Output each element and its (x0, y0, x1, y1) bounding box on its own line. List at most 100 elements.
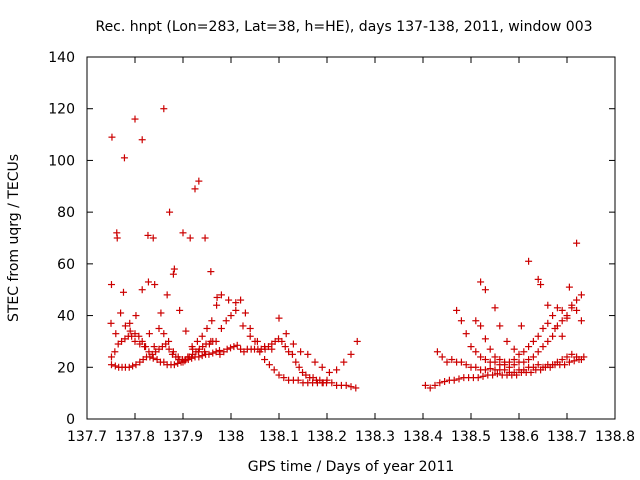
data-point (491, 304, 499, 312)
data-point (457, 358, 465, 366)
data-point (198, 332, 206, 340)
data-point (207, 337, 215, 345)
x-tick-label: 138.5 (451, 429, 491, 445)
data-point (232, 306, 240, 314)
data-point (225, 296, 233, 304)
data-point (311, 358, 319, 366)
data-point (217, 325, 225, 332)
data-point (126, 327, 134, 335)
data-point (237, 296, 245, 304)
data-point (457, 317, 465, 325)
data-point (246, 325, 254, 332)
data-point (209, 349, 217, 357)
data-point (563, 353, 571, 361)
data-point (323, 376, 331, 384)
data-point (282, 330, 290, 338)
data-point (144, 231, 152, 239)
data-point (112, 330, 120, 338)
data-point (165, 337, 173, 345)
data-point (131, 330, 139, 338)
data-point (232, 299, 240, 307)
data-point (534, 348, 542, 356)
data-point (280, 374, 288, 382)
data-point (169, 270, 177, 278)
data-point (537, 281, 545, 289)
data-point (453, 306, 461, 314)
data-point (577, 317, 585, 325)
data-point (295, 363, 303, 371)
data-point (333, 366, 341, 374)
data-point (270, 366, 278, 374)
data-point (131, 337, 139, 345)
data-point (195, 177, 203, 185)
data-point (496, 322, 504, 330)
data-point (119, 288, 127, 296)
data-point (253, 337, 261, 345)
data-point (246, 332, 254, 340)
data-point (275, 314, 283, 322)
data-point (467, 343, 475, 351)
data-point (553, 358, 561, 366)
data-point (517, 322, 525, 330)
data-point (549, 361, 557, 369)
data-point (472, 317, 480, 325)
data-point (111, 348, 119, 356)
data-point (565, 358, 573, 366)
data-point (216, 350, 224, 358)
data-point (198, 352, 206, 360)
data-point (491, 353, 499, 361)
data-point (503, 337, 511, 345)
data-point (515, 350, 523, 358)
data-point (169, 348, 177, 356)
data-point (481, 356, 489, 364)
data-point (558, 356, 566, 364)
data-point (144, 278, 152, 286)
y-tick-label: 80 (57, 205, 75, 221)
chart-title: Rec. hnpt (Lon=283, Lat=38, h=HE), days … (95, 19, 592, 35)
y-tick-label: 100 (48, 153, 75, 169)
data-point (107, 361, 115, 369)
data-point (539, 343, 547, 351)
data-point (450, 376, 458, 384)
y-axis: 0 20 40 60 80 100 120 140 (48, 50, 615, 428)
data-point (527, 368, 535, 376)
data-point (227, 312, 235, 320)
data-point (510, 368, 518, 376)
y-tick-label: 40 (57, 309, 75, 325)
data-point (520, 348, 528, 356)
data-point (121, 322, 129, 330)
x-tick-label: 138.2 (307, 429, 347, 445)
data-point (563, 314, 571, 322)
data-point (479, 372, 487, 380)
data-point (186, 234, 194, 242)
data-point (179, 229, 187, 237)
data-point (558, 306, 566, 314)
x-tick-label: 138 (218, 429, 245, 445)
data-point (539, 363, 547, 371)
data-point (462, 361, 470, 369)
data-point (155, 325, 163, 332)
data-point (558, 317, 566, 325)
data-point (529, 363, 537, 371)
data-point (472, 363, 480, 371)
data-point (431, 381, 439, 389)
data-point (481, 335, 489, 343)
data-point (520, 358, 528, 366)
data-point (426, 384, 434, 392)
data-point (113, 229, 121, 237)
data-point (477, 278, 485, 286)
data-point (573, 296, 581, 304)
data-point (294, 376, 302, 384)
data-point (489, 371, 497, 379)
data-point (304, 350, 312, 358)
data-point (132, 312, 140, 320)
data-point (438, 353, 446, 361)
data-point (448, 356, 456, 364)
data-point (520, 366, 528, 374)
x-tick-label: 138.1 (259, 429, 299, 445)
data-point (174, 353, 182, 361)
x-tick-label: 138.6 (499, 429, 539, 445)
data-point (568, 350, 576, 358)
data-point (529, 337, 537, 345)
